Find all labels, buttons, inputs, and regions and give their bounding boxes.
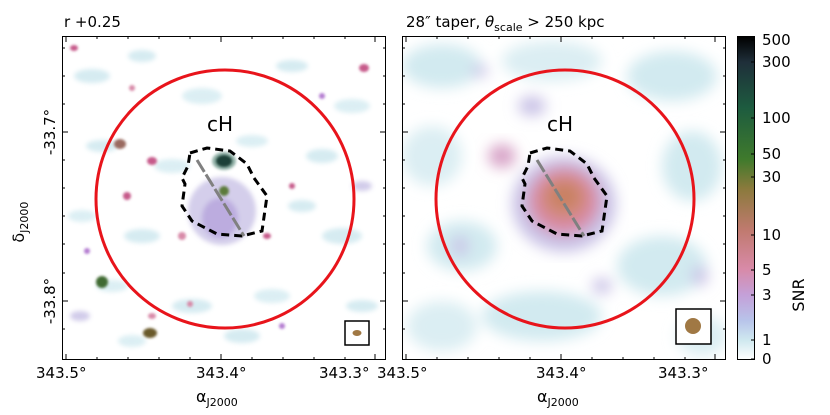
colorbar-tick-10: 10 bbox=[762, 226, 782, 244]
left-xtick-3: 343.3° bbox=[319, 364, 370, 382]
left-panel bbox=[62, 36, 386, 360]
right-title-prefix: 28″ taper, bbox=[406, 13, 485, 31]
right-title-theta: θ bbox=[484, 13, 495, 31]
left-ticks bbox=[62, 36, 386, 360]
right-panel-title: 28″ taper, θscale > 250 kpc bbox=[406, 13, 604, 37]
colorbar-tick-500: 500 bbox=[762, 31, 791, 49]
ytick-label-1: -33.7° bbox=[41, 108, 59, 156]
left-frame bbox=[62, 36, 386, 360]
right-xtick-2: 343.4° bbox=[536, 364, 587, 382]
left-xtick-2: 343.4° bbox=[196, 364, 247, 382]
right-beam bbox=[685, 318, 701, 334]
colorbar-tick-3: 3 bbox=[762, 286, 772, 304]
left-x-axis-label: αJ2000 bbox=[196, 388, 238, 412]
right-title-suffix: > 250 kpc bbox=[522, 13, 605, 31]
colorbar-label: SNR bbox=[789, 278, 808, 312]
y-axis-label-sub: J2000 bbox=[18, 201, 32, 233]
right-title-sub: scale bbox=[494, 21, 523, 34]
y-axis-label: δJ2000 bbox=[8, 192, 34, 252]
left-radio-image bbox=[62, 36, 386, 360]
ytick-label-2: -33.8° bbox=[41, 277, 59, 325]
right-ticks bbox=[402, 36, 726, 360]
left-elongation-line bbox=[195, 159, 246, 237]
right-halo-contour bbox=[520, 146, 609, 238]
colorbar bbox=[737, 36, 755, 360]
colorbar-tick-300: 300 bbox=[762, 53, 791, 71]
right-ch-label: cH bbox=[547, 112, 574, 136]
right-elongation-line bbox=[535, 159, 586, 237]
y-axis-label-main: δ bbox=[8, 232, 28, 243]
right-x-axis-label-main: α bbox=[537, 387, 548, 406]
right-xtick-3: 343.3° bbox=[658, 364, 709, 382]
colorbar-tick-50: 50 bbox=[762, 145, 782, 163]
left-x-axis-label-main: α bbox=[196, 387, 207, 406]
left-r500-circle bbox=[94, 68, 356, 330]
left-point-sources bbox=[70, 45, 369, 338]
colorbar-tick-100: 100 bbox=[762, 109, 791, 127]
left-xtick-1: 343.5° bbox=[36, 364, 87, 382]
right-r500-circle bbox=[434, 68, 696, 330]
left-panel-title: r +0.25 bbox=[64, 13, 121, 31]
colorbar-gradient bbox=[737, 36, 755, 360]
colorbar-tick-0: 0 bbox=[762, 350, 772, 368]
right-panel bbox=[402, 36, 726, 360]
left-noise bbox=[68, 50, 378, 347]
colorbar-tick-30: 30 bbox=[762, 168, 782, 186]
right-x-axis-label-sub: J2000 bbox=[547, 396, 579, 410]
left-ch-label: cH bbox=[207, 112, 234, 136]
colorbar-tick-1: 1 bbox=[762, 331, 772, 349]
left-halo-contour bbox=[180, 146, 269, 238]
right-radio-image bbox=[402, 36, 726, 360]
right-frame bbox=[402, 36, 726, 360]
left-beam bbox=[352, 330, 362, 336]
right-xtick-1: 343.5° bbox=[377, 364, 428, 382]
colorbar-tick-5: 5 bbox=[762, 261, 772, 279]
left-x-axis-label-sub: J2000 bbox=[206, 396, 238, 410]
right-x-axis-label: αJ2000 bbox=[537, 388, 579, 412]
